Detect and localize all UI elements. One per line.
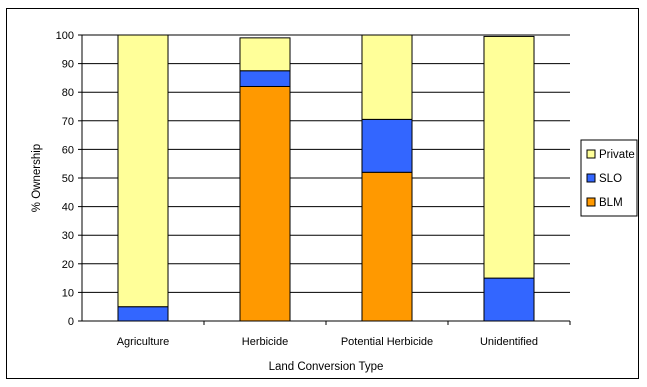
x-axis-label: Land Conversion Type [269,361,384,373]
x-tick-label: Agriculture [117,336,170,348]
legend-swatch-slo [586,173,596,183]
y-tick-label: 0 [68,316,74,328]
bar-slo-0 [117,306,169,322]
legend-swatch-blm [586,197,596,207]
legend-label-private: Private [599,149,635,161]
bars [117,34,535,322]
y-tick-label: 50 [62,173,74,185]
bar-private-0 [117,34,169,308]
y-tick-label: 100 [56,30,74,42]
x-tick-label: Unidentified [480,336,538,348]
y-tick-label: 30 [62,230,74,242]
y-tick-label: 70 [62,116,74,128]
bar-private-2 [361,34,413,120]
legend: Private SLO BLM [580,139,638,217]
legend-swatch-private [586,149,596,159]
y-tick-label: 90 [62,59,74,71]
x-tick-label: Herbicide [242,336,288,348]
y-tick-labels: 0 10 20 30 40 50 60 70 80 90 100 [56,30,74,328]
y-tick-label: 40 [62,202,74,214]
legend-label-slo: SLO [599,173,622,185]
y-axis-label: % Ownership [31,144,43,212]
bar-private-3 [483,35,535,279]
y-tick-label: 20 [62,259,74,271]
legend-label-blm: BLM [599,197,623,209]
bar-slo-1 [239,70,291,87]
x-tick-labels: Agriculture Herbicide Potential Herbicide U… [117,336,538,348]
bar-slo-3 [483,277,535,322]
y-tick-label: 60 [62,144,74,156]
y-tick-label: 80 [62,87,74,99]
axes [78,34,571,325]
bar-blm-1 [239,85,291,322]
bar-private-1 [239,37,291,72]
x-tick-label: Potential Herbicide [341,336,433,348]
bar-blm-2 [361,171,413,322]
bar-slo-2 [361,118,413,173]
y-tick-label: 10 [62,287,74,299]
